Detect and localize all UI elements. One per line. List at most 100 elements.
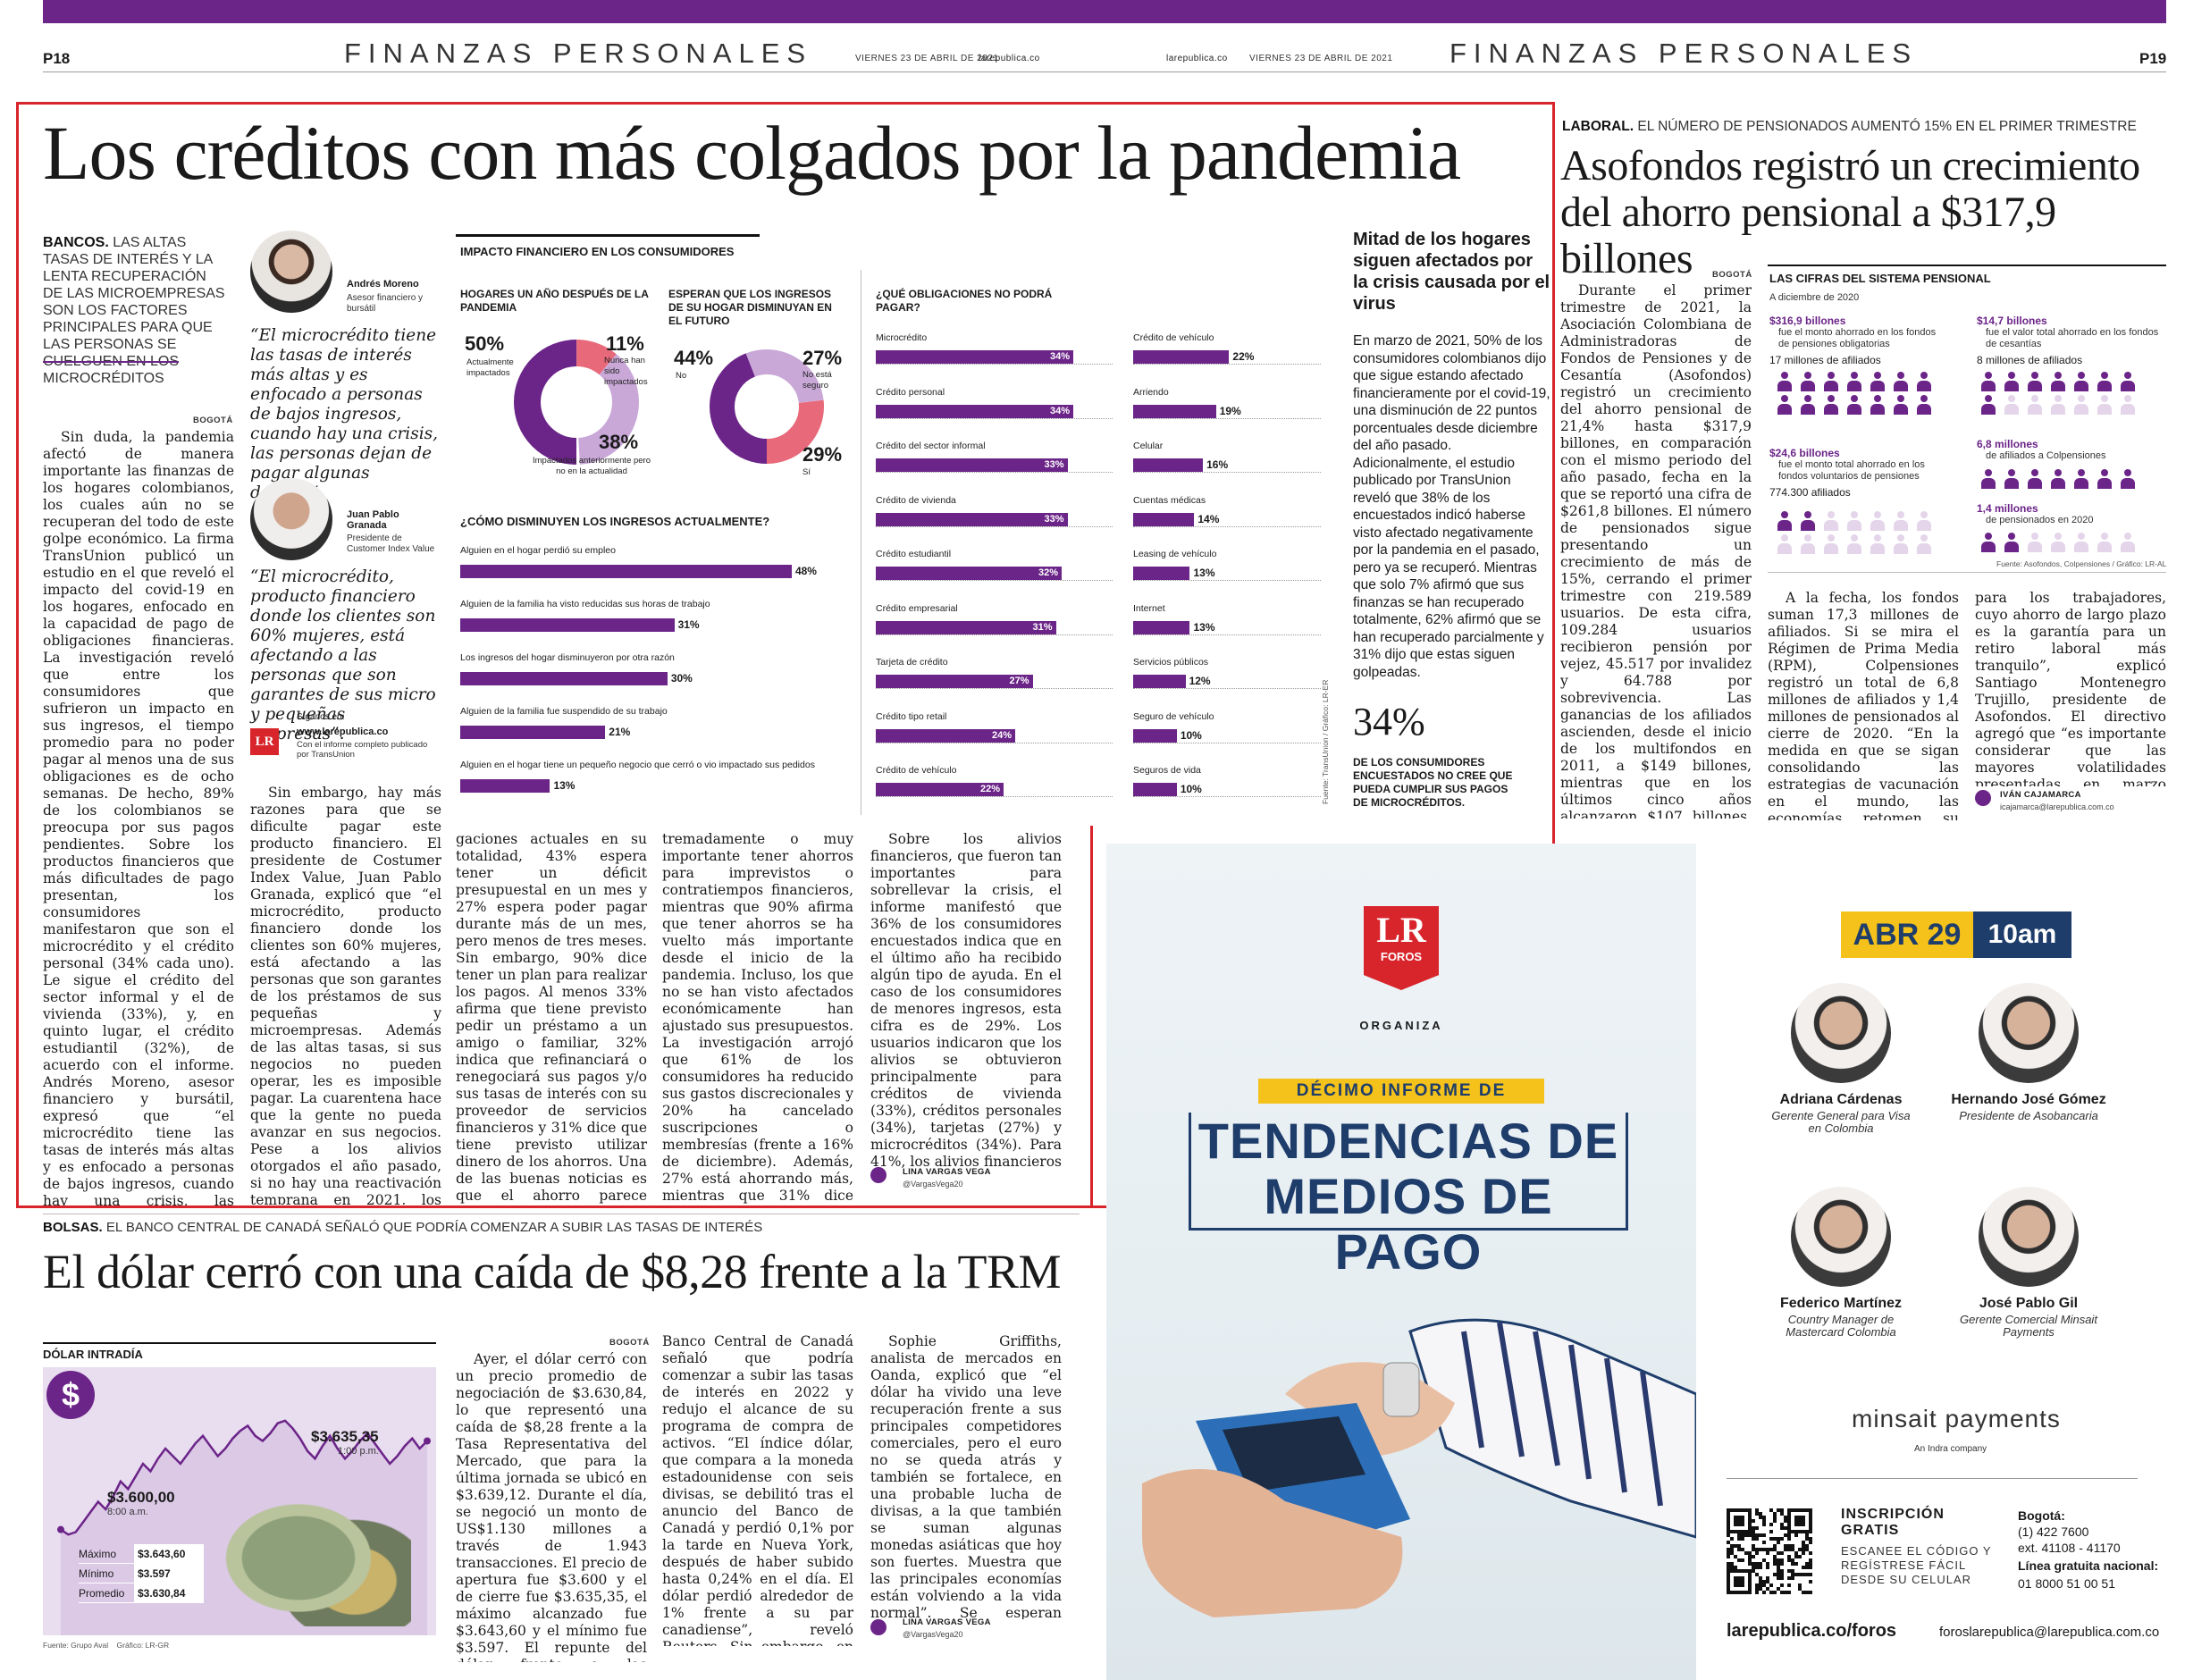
g4-bar-value: 12% bbox=[1189, 675, 1211, 687]
ad-organiza: ORGANIZA bbox=[1359, 1019, 1443, 1032]
g4-bar-label: Servicios públicos bbox=[1133, 657, 1209, 668]
g3-bar-row: Alguien de la familia fue suspendido de … bbox=[460, 706, 845, 751]
chart-stats-label: Mínimo bbox=[79, 1567, 114, 1580]
g4-bar bbox=[1133, 783, 1177, 796]
g4-bar-value: 10% bbox=[1180, 728, 1202, 742]
ad-title-1: TENDENCIAS DE bbox=[1197, 1113, 1619, 1169]
header-site-right[interactable]: larepublica.co bbox=[1166, 54, 1228, 63]
speaker-role: Gerente Comercial Minsait Payments bbox=[1960, 1313, 2097, 1339]
ad-payment-illustration bbox=[1142, 1318, 1696, 1617]
g2-b-label: No está seguro bbox=[802, 370, 832, 391]
g3-bar bbox=[460, 779, 550, 793]
stat-1-text: fue el monto ahorrado en los fondos de p… bbox=[1778, 327, 1937, 349]
speaker-name: Adriana Cárdenas bbox=[1779, 1092, 1903, 1107]
person-icon bbox=[1893, 534, 1909, 554]
g4-bar-label: Celular bbox=[1133, 441, 1164, 451]
lr-logo-icon: LR bbox=[250, 728, 279, 755]
right-col2-text: A la fecha, los fondos suman 17,3 millon… bbox=[1768, 590, 1959, 820]
speaker-role: Country Manager de Mastercard Colombia bbox=[1786, 1313, 1896, 1339]
stat-5: 1,4 millones de pensionados en 2020 bbox=[1977, 502, 2166, 526]
g3-bar-value: 48% bbox=[794, 565, 817, 577]
person-icon bbox=[2120, 533, 2136, 552]
person-icon bbox=[2050, 372, 2066, 391]
ad-sponsor-logo[interactable]: minsait payments bbox=[1852, 1405, 2061, 1432]
g4-bar-label: Internet bbox=[1133, 602, 1165, 614]
person-icon bbox=[1980, 469, 1996, 489]
g4-bar-label: Crédito del sector informal bbox=[876, 441, 986, 451]
g1-c-value: 38% bbox=[599, 431, 639, 453]
person-icon bbox=[1800, 372, 1816, 391]
ad-url[interactable]: larepublica.co/foros bbox=[1727, 1621, 1897, 1641]
g4-bar-row: Crédito de vehículo 22% bbox=[1133, 332, 1321, 368]
speaker-photo bbox=[1791, 983, 1891, 1083]
stat-2: $24,6 billones fue el monto total ahorra… bbox=[1769, 447, 1948, 499]
person-icon bbox=[2097, 372, 2113, 391]
person-icon bbox=[1980, 533, 1996, 552]
bottom-kicker: BOLSAS. EL BANCO CENTRAL DE CANADÁ SEÑAL… bbox=[43, 1219, 762, 1236]
header-site-left[interactable]: larepublica.co bbox=[979, 54, 1040, 63]
speaker-photo bbox=[1979, 983, 2079, 1083]
g2-a-label: No bbox=[676, 371, 687, 381]
speaker-name: José Pablo Gil bbox=[1979, 1296, 2079, 1311]
bottom-signature-name: LINA VARGAS VEGA bbox=[903, 1617, 991, 1627]
g2-c-label: Sí bbox=[802, 467, 811, 477]
g4-title: ¿QUÉ OBLIGACIONES NO PODRÁ PAGAR? bbox=[876, 288, 1053, 314]
header-rule bbox=[43, 71, 2166, 72]
person-icon bbox=[1980, 372, 1996, 391]
g1-b-value: 11% bbox=[606, 332, 644, 355]
g3-bar-value: 13% bbox=[553, 779, 576, 792]
stat-3-people-icons bbox=[1980, 372, 2143, 415]
dollar-icon: $ bbox=[46, 1371, 95, 1419]
chart-stats-label: Máximo bbox=[79, 1548, 117, 1560]
stat-1-people-icons bbox=[1777, 372, 1939, 415]
person-icon bbox=[1870, 395, 1886, 415]
stat-5-value: 1,4 millones bbox=[1977, 502, 2038, 515]
g4-bar-value: 34% bbox=[1049, 351, 1070, 362]
g1-b-label: Nunca han sido impactados bbox=[604, 356, 648, 387]
g4-bar-row: Arriendo 19% bbox=[1133, 387, 1321, 423]
g4-bar bbox=[1133, 620, 1190, 634]
sidebar-big-number: 34% bbox=[1353, 700, 1425, 743]
person-icon bbox=[2050, 469, 2066, 489]
stat-4-people-icons bbox=[1980, 469, 2143, 489]
person-icon bbox=[1777, 511, 1793, 531]
g4-bar-value: 31% bbox=[1032, 621, 1053, 633]
g3-bar-label: Los ingresos del hogar disminuyeron por … bbox=[460, 652, 675, 663]
main-column-2: Sin embargo, hay más razones para que se… bbox=[250, 785, 441, 1205]
ad-qr-code[interactable] bbox=[1727, 1508, 1812, 1594]
ad-lr-foros-logo[interactable]: LR FOROS bbox=[1364, 906, 1439, 990]
person-icon bbox=[1846, 395, 1862, 415]
ad-contact-ext: ext. 41108 - 41170 bbox=[2018, 1541, 2121, 1555]
lr-site-link[interactable]: www.larepublica.co bbox=[297, 727, 389, 737]
person-icon bbox=[1823, 534, 1839, 554]
person-icon bbox=[2120, 469, 2136, 489]
bottom-col1-text: Ayer, el dólar cerró con un precio prome… bbox=[456, 1351, 647, 1662]
lr-site-label: Síganos en: bbox=[297, 712, 345, 722]
author-1-role: Asesor financiero y bursátil bbox=[347, 293, 424, 314]
bottom-headline: El dólar cerró con una caída de $8,28 fr… bbox=[43, 1245, 1062, 1298]
g3-bar-row: Los ingresos del hogar disminuyeron por … bbox=[460, 652, 845, 697]
ad-reg-title: INSCRIPCIÓN GRATIS bbox=[1841, 1507, 1945, 1538]
g4-bar-row: Crédito del sector informal 33% bbox=[876, 441, 1113, 476]
ad-contact-phone[interactable]: (1) 422 7600 bbox=[2018, 1525, 2089, 1539]
header-date-right: VIERNES 23 DE ABRIL DE 2021 bbox=[1249, 54, 1393, 63]
g4-bar bbox=[876, 567, 1062, 580]
g3-bar bbox=[460, 726, 606, 739]
stat-4-text: de afiliados a Colpensiones bbox=[1986, 450, 2106, 461]
person-icon bbox=[2073, 533, 2089, 552]
person-icon bbox=[1846, 534, 1862, 554]
g4-bar bbox=[876, 458, 1068, 472]
main-col1-text: Sin duda, la pandemia afectó de manera i… bbox=[43, 429, 234, 1206]
g3-bar bbox=[460, 565, 792, 578]
ad-email[interactable]: foroslarepublica@larepublica.com.co bbox=[1939, 1625, 2160, 1640]
main-column-5: Sobre los alivios financieros, que fuero… bbox=[870, 831, 1062, 1171]
g3-bar bbox=[460, 618, 675, 632]
chart-stats-table: Máximo $3.643,60 Mínimo $3.597 Promedio $3.63… bbox=[79, 1544, 204, 1603]
person-icon bbox=[1980, 395, 1996, 415]
stat-4: 6,8 millones de afiliados a Colpensiones bbox=[1977, 438, 2166, 462]
g3-bar-label: Alguien de la familia fue suspendido de … bbox=[460, 706, 668, 717]
g4-bar-row: Crédito personal 34% bbox=[876, 387, 1113, 423]
g4-bar-label: Tarjeta de crédito bbox=[876, 657, 948, 668]
ad-contact-line[interactable]: 01 8000 51 00 51 bbox=[2018, 1576, 2115, 1591]
g4-bar-label: Seguros de vida bbox=[1133, 765, 1201, 776]
